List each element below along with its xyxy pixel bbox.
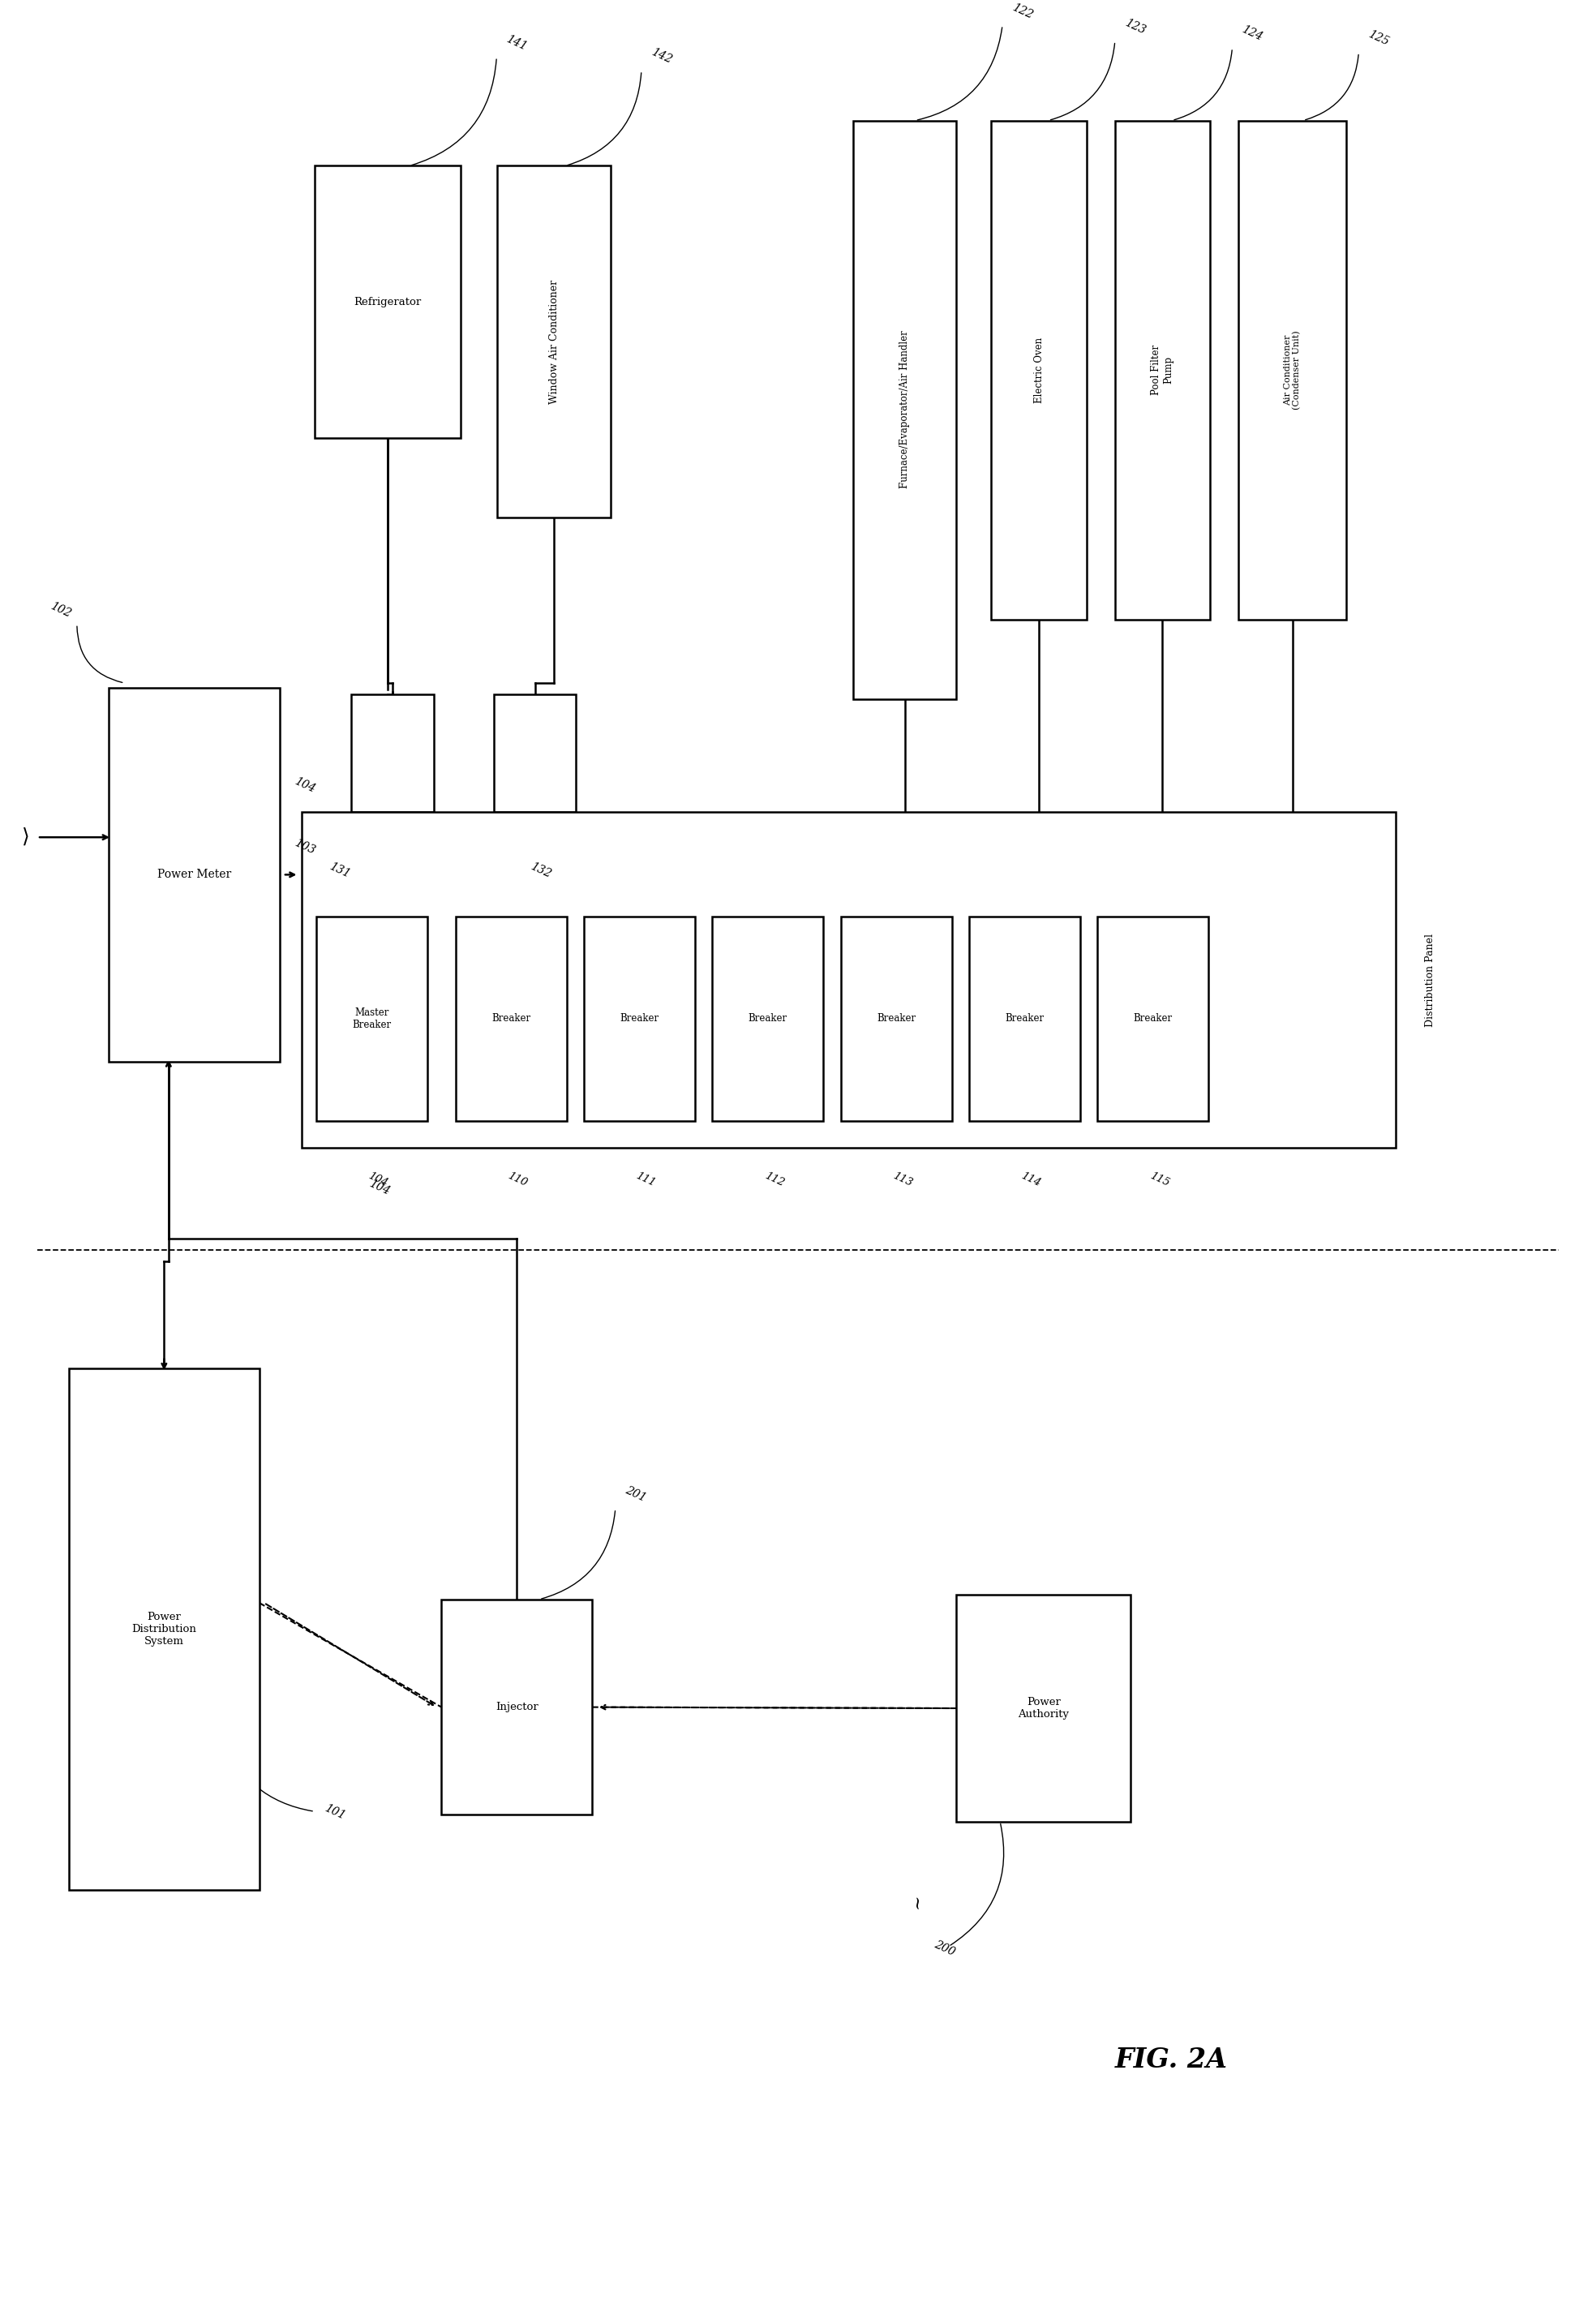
Text: 115: 115: [1148, 1171, 1171, 1190]
FancyBboxPatch shape: [69, 1368, 259, 1889]
Text: ~: ~: [908, 1894, 926, 1908]
FancyBboxPatch shape: [584, 917, 694, 1120]
Text: 141: 141: [504, 32, 528, 53]
Text: Refrigerator: Refrigerator: [354, 296, 421, 308]
Text: Power Meter: Power Meter: [158, 868, 231, 880]
Text: Distribution Panel: Distribution Panel: [1425, 933, 1435, 1028]
FancyBboxPatch shape: [712, 917, 824, 1120]
FancyBboxPatch shape: [1116, 120, 1210, 620]
FancyBboxPatch shape: [442, 1600, 592, 1815]
FancyBboxPatch shape: [314, 167, 461, 438]
Text: Window Air Conditioner: Window Air Conditioner: [549, 280, 559, 403]
Text: 142: 142: [650, 46, 674, 67]
Text: Air Conditioner
(Condenser Unit): Air Conditioner (Condenser Unit): [1283, 331, 1301, 410]
Text: Electric Oven: Electric Oven: [1034, 338, 1044, 403]
Text: 114: 114: [1020, 1171, 1042, 1190]
Text: Pool Filter
Pump: Pool Filter Pump: [1151, 345, 1173, 396]
FancyBboxPatch shape: [496, 167, 611, 519]
FancyBboxPatch shape: [456, 917, 567, 1120]
FancyBboxPatch shape: [1238, 120, 1347, 620]
Text: 113: 113: [891, 1171, 915, 1190]
FancyBboxPatch shape: [854, 120, 956, 699]
Text: Master
Breaker: Master Breaker: [353, 1007, 391, 1030]
Text: 104: 104: [292, 776, 318, 796]
FancyBboxPatch shape: [991, 120, 1087, 620]
Text: 104: 104: [367, 1171, 389, 1190]
FancyBboxPatch shape: [956, 1595, 1132, 1822]
FancyBboxPatch shape: [841, 917, 951, 1120]
Text: 125: 125: [1366, 28, 1392, 49]
Text: 111: 111: [634, 1171, 658, 1190]
Text: 200: 200: [932, 1938, 958, 1958]
Text: FIG. 2A: FIG. 2A: [1116, 2046, 1227, 2074]
Text: Injector: Injector: [495, 1702, 538, 1713]
Text: 132: 132: [528, 861, 552, 880]
Text: 102: 102: [48, 600, 73, 620]
Text: 124: 124: [1240, 23, 1264, 44]
FancyBboxPatch shape: [302, 813, 1395, 1148]
Text: Power
Authority: Power Authority: [1018, 1697, 1069, 1720]
FancyBboxPatch shape: [1098, 917, 1208, 1120]
Text: Breaker: Breaker: [1133, 1014, 1173, 1023]
Text: 104: 104: [367, 1178, 391, 1197]
FancyBboxPatch shape: [316, 917, 428, 1120]
FancyBboxPatch shape: [969, 917, 1080, 1120]
Text: Power
Distribution
System: Power Distribution System: [132, 1611, 196, 1646]
FancyBboxPatch shape: [109, 688, 279, 1063]
Text: 101: 101: [322, 1803, 346, 1822]
Text: Breaker: Breaker: [492, 1014, 531, 1023]
Text: 103: 103: [292, 838, 318, 857]
FancyBboxPatch shape: [351, 694, 434, 813]
Text: 110: 110: [506, 1171, 528, 1190]
Text: ⟩: ⟩: [22, 829, 30, 847]
Text: 201: 201: [624, 1484, 648, 1505]
Text: Breaker: Breaker: [876, 1014, 916, 1023]
Text: 112: 112: [763, 1171, 785, 1190]
Text: 131: 131: [327, 861, 351, 880]
Text: 123: 123: [1124, 16, 1148, 37]
Text: Breaker: Breaker: [1005, 1014, 1044, 1023]
Text: Furnace/Evaporator/Air Handler: Furnace/Evaporator/Air Handler: [900, 331, 910, 488]
Text: Breaker: Breaker: [619, 1014, 659, 1023]
Text: 122: 122: [1010, 2, 1034, 21]
FancyBboxPatch shape: [493, 694, 576, 813]
Text: Breaker: Breaker: [749, 1014, 787, 1023]
